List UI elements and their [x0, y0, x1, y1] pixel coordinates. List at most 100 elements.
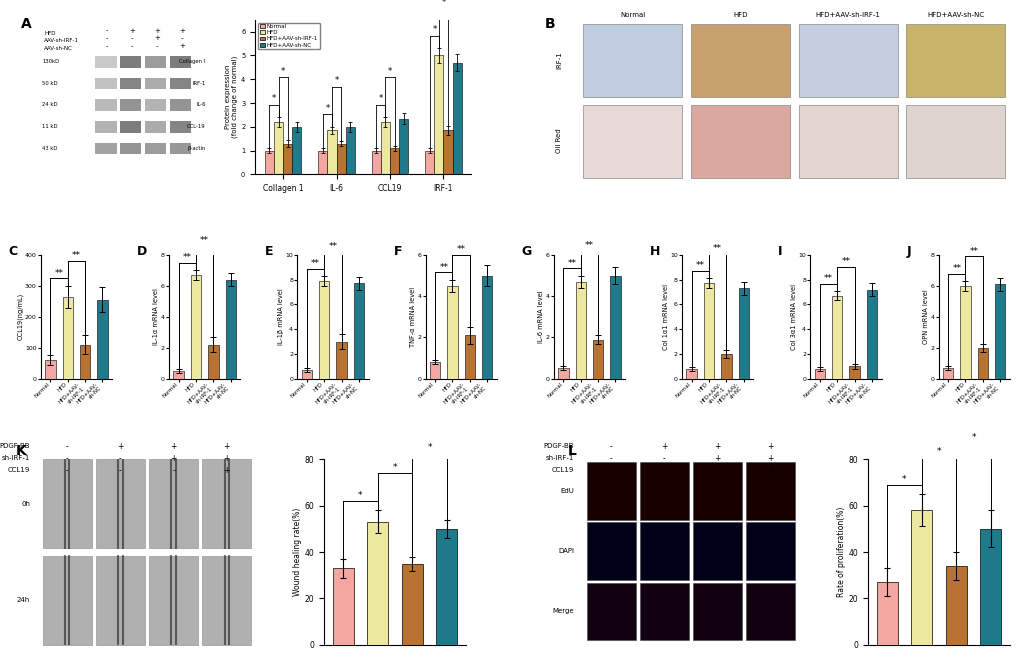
- Text: **: **: [841, 257, 850, 266]
- Text: -: -: [119, 454, 121, 463]
- Text: -: -: [66, 454, 68, 463]
- Bar: [798, 24, 897, 97]
- Y-axis label: Rate of proliferation(%): Rate of proliferation(%): [836, 507, 845, 597]
- Text: +: +: [713, 454, 720, 463]
- Text: -: -: [106, 36, 108, 41]
- Bar: [447, 286, 458, 379]
- Text: *: *: [272, 94, 276, 103]
- Bar: [942, 368, 953, 379]
- Text: **: **: [54, 269, 63, 278]
- Text: H: H: [649, 245, 659, 258]
- Bar: [332, 569, 354, 645]
- Text: +: +: [170, 454, 176, 463]
- Bar: [976, 348, 987, 379]
- Text: +: +: [170, 442, 176, 451]
- Text: CCL19: CCL19: [551, 467, 574, 473]
- Text: -: -: [131, 36, 133, 41]
- Text: I: I: [777, 245, 782, 258]
- Text: +: +: [766, 442, 773, 451]
- FancyBboxPatch shape: [95, 78, 116, 89]
- Bar: [945, 566, 966, 645]
- Bar: [814, 368, 824, 379]
- FancyBboxPatch shape: [169, 78, 192, 89]
- Bar: [398, 118, 408, 174]
- Text: +: +: [766, 454, 773, 463]
- Text: PDGF-BB: PDGF-BB: [543, 443, 574, 449]
- Text: 43 kD: 43 kD: [43, 145, 58, 151]
- Text: *: *: [441, 0, 445, 7]
- Bar: [62, 297, 73, 379]
- FancyBboxPatch shape: [169, 121, 192, 133]
- Text: *: *: [325, 104, 329, 113]
- Bar: [693, 582, 741, 640]
- Text: **: **: [823, 274, 833, 284]
- Bar: [609, 276, 621, 379]
- FancyBboxPatch shape: [95, 121, 116, 133]
- Text: **: **: [311, 259, 320, 268]
- Text: *: *: [935, 447, 941, 456]
- Text: -: -: [106, 43, 108, 49]
- Y-axis label: IL-1α mRNA level: IL-1α mRNA level: [153, 288, 159, 345]
- Bar: [557, 368, 568, 379]
- Bar: [434, 55, 443, 174]
- Bar: [443, 130, 452, 174]
- Text: +: +: [179, 28, 185, 34]
- Bar: [746, 582, 795, 640]
- Text: A: A: [20, 16, 32, 31]
- Text: D: D: [137, 245, 147, 258]
- Text: β-actin: β-actin: [187, 145, 206, 151]
- Bar: [319, 281, 329, 379]
- Text: Collagen l: Collagen l: [179, 59, 206, 64]
- Bar: [693, 462, 741, 520]
- Text: **: **: [457, 245, 466, 254]
- Bar: [202, 556, 251, 645]
- Bar: [586, 462, 635, 520]
- Bar: [906, 24, 1005, 97]
- Text: **: **: [328, 241, 337, 251]
- Bar: [389, 148, 398, 174]
- Bar: [45, 360, 55, 379]
- FancyBboxPatch shape: [95, 56, 116, 68]
- FancyBboxPatch shape: [95, 99, 116, 111]
- Bar: [849, 367, 859, 379]
- Bar: [906, 105, 1005, 178]
- Text: -: -: [662, 454, 665, 463]
- Y-axis label: TNF-α mRNA level: TNF-α mRNA level: [410, 287, 416, 347]
- Bar: [96, 459, 145, 548]
- Text: **: **: [712, 244, 721, 253]
- Text: IRF-1: IRF-1: [555, 51, 561, 69]
- Text: J: J: [906, 245, 910, 258]
- Text: -: -: [119, 466, 121, 475]
- Text: +: +: [154, 36, 160, 41]
- FancyBboxPatch shape: [145, 78, 166, 89]
- Text: CCL19: CCL19: [8, 467, 31, 473]
- Bar: [380, 122, 389, 174]
- Text: PDGF-BB: PDGF-BB: [0, 443, 31, 449]
- Bar: [979, 529, 1001, 645]
- Text: +: +: [129, 28, 136, 34]
- Text: **: **: [72, 251, 81, 261]
- Text: -: -: [180, 36, 183, 41]
- Text: +: +: [223, 454, 229, 463]
- Bar: [225, 280, 235, 379]
- Y-axis label: Wound healing rate(%): Wound healing rate(%): [292, 508, 302, 596]
- Text: +: +: [117, 442, 123, 451]
- Text: +: +: [223, 466, 229, 475]
- Bar: [640, 522, 688, 580]
- Text: *: *: [432, 26, 436, 34]
- Bar: [354, 284, 364, 379]
- Text: -: -: [66, 442, 68, 451]
- FancyBboxPatch shape: [120, 56, 142, 68]
- Bar: [336, 342, 346, 379]
- Bar: [465, 336, 475, 379]
- Bar: [586, 522, 635, 580]
- Text: -: -: [131, 43, 133, 49]
- Text: IL-6: IL-6: [196, 103, 206, 107]
- Text: F: F: [393, 245, 401, 258]
- Bar: [291, 127, 301, 174]
- Text: B: B: [544, 16, 554, 31]
- Bar: [425, 151, 434, 174]
- Bar: [336, 143, 345, 174]
- Bar: [173, 371, 183, 379]
- Y-axis label: IL-1β mRNA level: IL-1β mRNA level: [278, 288, 283, 345]
